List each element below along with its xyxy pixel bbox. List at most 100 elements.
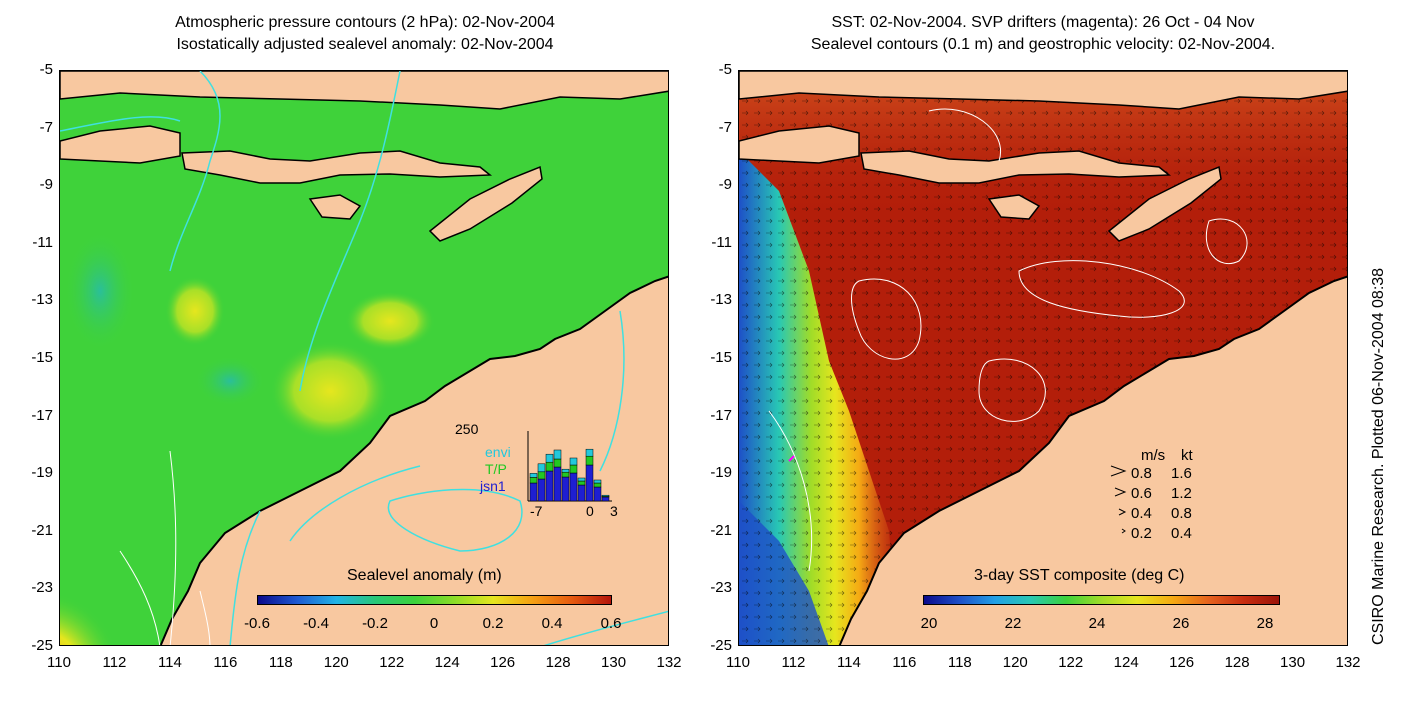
- inset-histogram-bar: [529, 477, 538, 484]
- pressure-contour: [387, 488, 523, 552]
- left-colorbar-tick: 0.4: [541, 615, 563, 632]
- left-x-tick-label: 132: [656, 654, 682, 671]
- inset-histogram-bar: [577, 480, 586, 486]
- left-x-tick-label: 110: [47, 654, 71, 671]
- right-x-tick-label: 112: [781, 654, 806, 671]
- sealevel-contour: [851, 278, 922, 360]
- left-colorbar-title: Sealevel anomaly (m): [347, 567, 502, 584]
- drifter-track: [788, 455, 795, 462]
- velocity-legend-ms: 0.4: [1131, 505, 1152, 522]
- sealevel-contour: [978, 358, 1046, 422]
- land-australia: [159, 275, 668, 645]
- velocity-legend-ms: 0.8: [1131, 465, 1152, 482]
- left-y-tick-label: -15: [31, 349, 53, 366]
- pressure-contour: [169, 71, 221, 272]
- left-y-tick-label: -21: [31, 521, 53, 539]
- inset-histogram-bar: [553, 466, 562, 502]
- inset-histogram-bar: [601, 496, 610, 502]
- left-colorbar-tick: 0.2: [482, 615, 504, 632]
- sealevel-contour: [119, 550, 161, 645]
- left-y-tick-label: -5: [39, 61, 53, 78]
- inset-histogram-bar: [593, 482, 602, 488]
- velocity-legend-arrow-0-4: [1118, 508, 1127, 516]
- land-timor: [1107, 165, 1222, 242]
- left-x-tick-label: 112: [102, 654, 127, 671]
- left-x-tick-label: 118: [268, 654, 293, 671]
- inset-ymax-label: 250: [455, 421, 479, 437]
- right-title-line2: Sealevel contours (0.1 m) and geostrophi…: [810, 36, 1276, 53]
- sealevel-contour: [199, 590, 211, 645]
- left-x-tick-label: 128: [545, 654, 571, 671]
- right-y-tick-label: -21: [710, 521, 732, 539]
- inset-xlabel-zero: 0: [586, 503, 594, 519]
- inset-histogram-bar: [593, 479, 602, 484]
- inset-histogram-bar: [561, 468, 570, 473]
- velocity-legend-kt: 1.6: [1171, 465, 1192, 482]
- sealevel-colorbar: [257, 595, 612, 605]
- inset-xlabel-max: 3: [610, 503, 618, 519]
- pressure-contour: [229, 510, 261, 645]
- left-x-tick-label: 122: [379, 654, 405, 671]
- sst-map: m/s kt 0.8 1.6 0.6 1.2 0.4 0.8 0.2 0.4 3…: [738, 70, 1348, 646]
- inset-histogram-bar: [545, 461, 554, 472]
- right-y-tick-label: -9: [718, 176, 732, 194]
- inset-histogram-bar: [561, 476, 570, 502]
- velocity-legend-arrow-0-6: [1114, 487, 1127, 497]
- left-colorbar-tick: -0.4: [303, 615, 329, 632]
- inset-histogram-bar: [601, 494, 610, 497]
- inset-histogram-bar: [529, 473, 538, 478]
- land-sumba: [308, 194, 362, 220]
- inset-legend-jsn1: jsn1: [480, 478, 506, 494]
- right-x-tick-label: 110: [726, 654, 750, 671]
- velocity-legend-arrow-0-2: [1121, 528, 1126, 534]
- left-colorbar-tick: -0.6: [244, 615, 270, 632]
- velocity-legend-ms: 0.2: [1131, 525, 1152, 542]
- land-java: [739, 125, 860, 164]
- inset-histogram-bar: [545, 453, 554, 463]
- left-y-tick-label: -9: [39, 176, 53, 194]
- velocity-legend-arrow-0-8: [1110, 465, 1127, 477]
- right-y-tick-label: -5: [718, 61, 732, 78]
- left-y-tick-label: -17: [31, 406, 53, 424]
- right-x-tick-label: 126: [1169, 654, 1195, 671]
- velocity-legend-kt: 1.2: [1171, 485, 1192, 502]
- right-x-tick-label: 118: [947, 654, 972, 671]
- velocity-legend-header-kt: kt: [1181, 447, 1193, 464]
- land-australia: [838, 275, 1347, 645]
- land-nusa-tenggara: [860, 150, 1172, 184]
- pressure-contour: [599, 310, 625, 472]
- inset-histogram-bar: [553, 449, 562, 460]
- anomaly-patch: [195, 356, 265, 406]
- right-colorbar-tick: 24: [1088, 615, 1106, 632]
- left-x-tick-label: 124: [434, 654, 460, 671]
- left-x-tick-label: 114: [157, 654, 182, 671]
- velocity-legend-kt: 0.4: [1171, 525, 1192, 542]
- right-y-tick-label: -13: [710, 291, 732, 309]
- left-title-line1: Atmospheric pressure contours (2 hPa): 0…: [175, 14, 555, 31]
- left-colorbar-tick: 0: [429, 615, 439, 632]
- inset-histogram-bar: [537, 463, 546, 473]
- right-colorbar-tick: 22: [1004, 615, 1022, 632]
- land-nw-islands: [60, 71, 668, 110]
- right-y-tick-label: -23: [710, 579, 732, 597]
- inset-legend-envi: envi: [485, 444, 511, 460]
- inset-histogram-bar: [569, 472, 578, 502]
- pressure-contour: [60, 116, 181, 132]
- right-colorbar-tick: 20: [920, 615, 938, 632]
- right-x-tick-label: 122: [1058, 654, 1084, 671]
- velocity-legend-header-ms: m/s: [1141, 447, 1166, 464]
- inset-histogram-bar: [569, 464, 578, 474]
- inset-histogram-bar: [569, 457, 578, 466]
- inset-histogram-bar: [585, 448, 594, 457]
- land-timor: [428, 165, 543, 242]
- sealevel-contour: [169, 450, 177, 645]
- right-x-tick-label: 124: [1113, 654, 1139, 671]
- pressure-contour: [299, 71, 401, 392]
- right-colorbar-tick: 28: [1256, 615, 1274, 632]
- inset-histogram-bar: [593, 486, 602, 502]
- sealevel-contour: [1018, 260, 1185, 318]
- left-colorbar-tick: 0.6: [600, 615, 622, 632]
- sst-map-graphics: [739, 71, 1347, 645]
- inset-histogram-bar: [545, 470, 554, 502]
- right-y-tick-label: -19: [710, 464, 732, 482]
